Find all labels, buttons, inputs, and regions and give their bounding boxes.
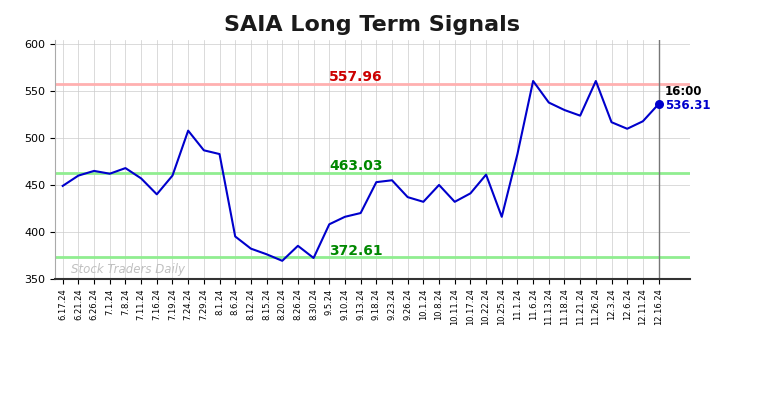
Text: 463.03: 463.03 [329, 159, 383, 173]
Text: 16:00: 16:00 [665, 85, 702, 98]
Title: SAIA Long Term Signals: SAIA Long Term Signals [224, 16, 521, 35]
Text: Stock Traders Daily: Stock Traders Daily [71, 263, 184, 276]
Text: 536.31: 536.31 [665, 99, 710, 112]
Text: 557.96: 557.96 [329, 70, 383, 84]
Text: 372.61: 372.61 [329, 244, 383, 258]
Point [652, 101, 665, 107]
